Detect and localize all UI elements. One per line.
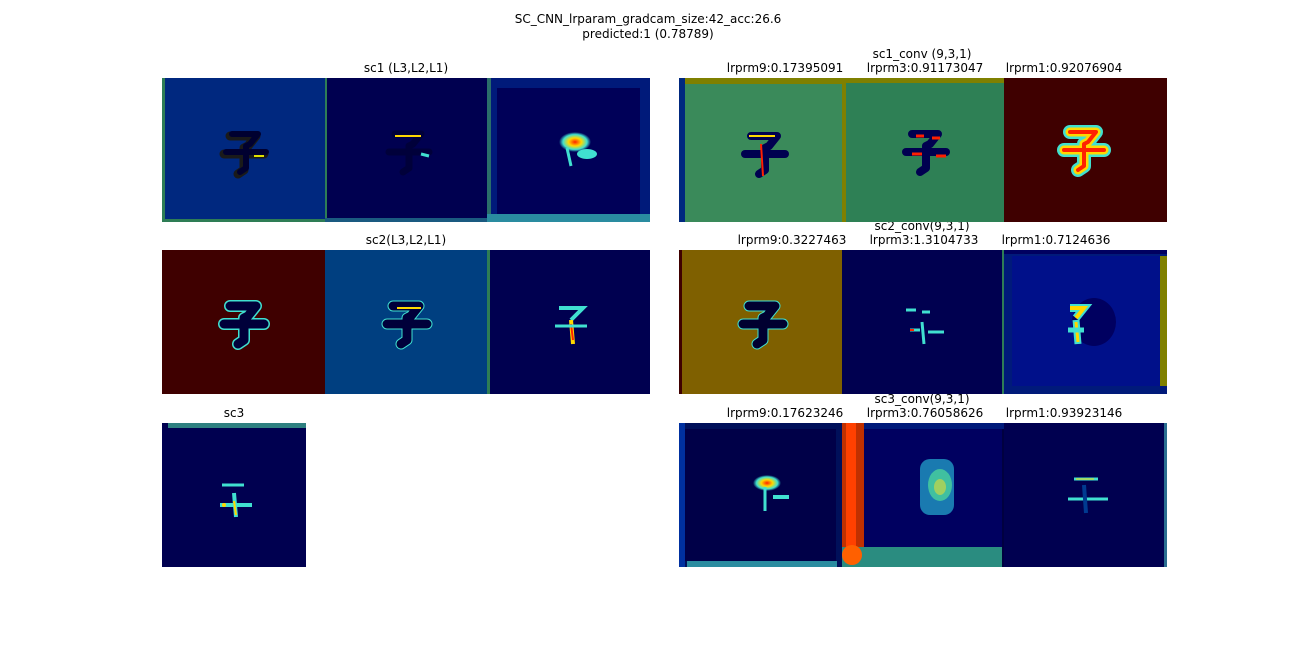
figure-subtitle: predicted:1 (0.78789) bbox=[582, 27, 714, 41]
sc2-conv-lrprm3-heatmap bbox=[842, 250, 1004, 394]
sc1-conv-lrprm9-heatmap bbox=[679, 78, 842, 222]
sc2-l2-heatmap bbox=[325, 250, 487, 394]
sc2-conv-lrprm1-heatmap bbox=[1004, 250, 1167, 394]
sc2-conv-lrprm9-heatmap bbox=[679, 250, 842, 394]
row3-label-3: lrprm1:0.93923146 bbox=[1005, 406, 1123, 420]
row3-label-1: lrprm9:0.17623246 bbox=[726, 406, 844, 420]
row3-right-title: sc3_conv(9,3,1) bbox=[874, 392, 970, 406]
row2-left-title: sc2(L3,L2,L1) bbox=[365, 233, 447, 247]
figure-title: SC_CNN_lrparam_gradcam_size:42_acc:26.6 bbox=[514, 12, 782, 26]
row2-label-1: lrprm9:0.3227463 bbox=[737, 233, 847, 247]
row1-right-title: sc1_conv (9,3,1) bbox=[872, 47, 972, 61]
row1-left-title: sc1 (L3,L2,L1) bbox=[363, 61, 449, 75]
row2-label-2: lrprm3:1.3104733 bbox=[869, 233, 979, 247]
sc2-l1-heatmap bbox=[487, 250, 650, 394]
row3-left-title: sc3 bbox=[223, 406, 245, 420]
sc1-l2-heatmap bbox=[325, 78, 487, 222]
row1-label-2: lrprm3:0.91173047 bbox=[866, 61, 984, 75]
row3-label-2: lrprm3:0.76058626 bbox=[866, 406, 984, 420]
row1-label-1: lrprm9:0.17395091 bbox=[726, 61, 844, 75]
sc1-conv-lrprm3-heatmap bbox=[842, 78, 1004, 222]
sc3-heatmap bbox=[162, 423, 306, 567]
row2-label-3: lrprm1:0.7124636 bbox=[1001, 233, 1111, 247]
sc1-conv-lrprm1-heatmap bbox=[1004, 78, 1167, 222]
sc3-conv-lrprm3-heatmap bbox=[842, 423, 1004, 567]
row2-right-title: sc2_conv(9,3,1) bbox=[874, 219, 970, 233]
sc3-conv-lrprm9-heatmap bbox=[679, 423, 842, 567]
sc2-l3-heatmap bbox=[162, 250, 325, 394]
sc1-l3-heatmap bbox=[162, 78, 325, 222]
row1-label-3: lrprm1:0.92076904 bbox=[1005, 61, 1123, 75]
sc3-conv-lrprm1-heatmap bbox=[1004, 423, 1167, 567]
sc1-l1-heatmap bbox=[487, 78, 650, 222]
